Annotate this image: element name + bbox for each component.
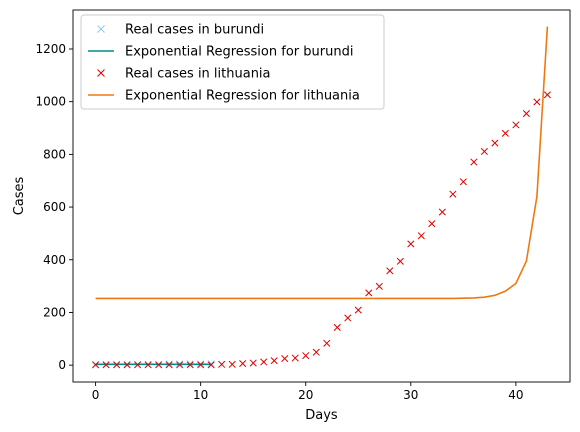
y-tick-label: 600 <box>43 200 66 214</box>
data-point <box>417 232 425 240</box>
data-point <box>197 361 205 369</box>
data-point <box>459 178 467 186</box>
y-tick-label: 1000 <box>35 95 66 109</box>
data-point <box>260 358 268 366</box>
legend-box <box>80 14 385 110</box>
data-point <box>186 361 194 369</box>
x-tick-label: 20 <box>298 388 313 402</box>
data-point <box>270 357 278 365</box>
legend-item-2: Real cases in lithuania <box>97 67 271 82</box>
data-point <box>354 306 362 314</box>
data-point <box>144 361 152 369</box>
x-axis-label: Days <box>305 408 338 423</box>
x-tick-label: 40 <box>508 388 523 402</box>
data-point <box>365 289 373 297</box>
data-point <box>249 359 257 367</box>
data-point <box>218 360 226 368</box>
data-point <box>449 190 457 198</box>
data-point <box>113 361 121 369</box>
data-point <box>543 91 551 99</box>
x-tick-label: 30 <box>403 388 418 402</box>
x-tick-label: 10 <box>193 388 208 402</box>
data-point <box>533 98 541 106</box>
legend-label: Real cases in burundi <box>125 23 264 38</box>
data-point <box>470 158 478 166</box>
legend-label: Real cases in lithuania <box>125 67 271 82</box>
data-point <box>165 361 173 369</box>
data-point <box>491 139 499 147</box>
data-point <box>155 361 163 369</box>
x-axis-ticks: 0 10 20 30 40 <box>92 382 524 402</box>
data-point <box>522 109 530 118</box>
data-point <box>312 348 320 356</box>
data-point <box>291 354 299 362</box>
data-point <box>375 282 383 290</box>
y-tick-label: 800 <box>43 147 66 161</box>
data-point <box>302 352 310 360</box>
y-tick-label: 200 <box>43 305 66 319</box>
data-point <box>323 339 331 347</box>
data-point <box>134 361 142 369</box>
y-tick-label: 1200 <box>35 42 66 56</box>
data-point <box>281 354 289 363</box>
data-point <box>407 240 415 248</box>
y-tick-label: 400 <box>43 253 66 267</box>
data-point <box>102 361 110 369</box>
data-point <box>207 360 215 368</box>
data-point <box>333 323 341 332</box>
x-tick-label: 0 <box>92 388 100 402</box>
y-tick-label: 0 <box>58 358 66 372</box>
legend-item-1: Exponential Regression for burundi <box>88 45 353 60</box>
y-axis-ticks: 0 200 400 600 800 1000 1200 <box>35 42 73 372</box>
series-line-3 <box>95 26 549 300</box>
data-point <box>207 361 215 369</box>
legend-marker-swatch <box>97 25 105 33</box>
data-point <box>92 361 100 369</box>
y-axis-label: Cases <box>12 176 27 215</box>
legend-label: Exponential Regression for lithuania <box>125 89 360 104</box>
data-point <box>344 314 352 322</box>
data-point <box>123 361 131 369</box>
data-point <box>438 208 446 216</box>
legend-label: Exponential Regression for burundi <box>125 45 353 60</box>
legend: Real cases in burundi Exponential Regress… <box>80 14 385 110</box>
data-point <box>501 129 509 137</box>
data-point <box>512 121 520 129</box>
data-point <box>480 147 488 156</box>
data-point <box>428 220 436 228</box>
legend-item-0: Real cases in burundi <box>97 23 264 38</box>
data-point <box>396 257 404 265</box>
plot-marks <box>92 26 551 369</box>
legend-marker-swatch <box>97 69 105 77</box>
data-point <box>176 361 184 369</box>
data-point <box>386 267 394 275</box>
legend-item-3: Exponential Regression for lithuania <box>88 89 360 104</box>
plot-frame <box>72 9 571 383</box>
data-point <box>228 360 236 368</box>
series-points-2 <box>92 91 551 369</box>
data-point <box>239 360 247 368</box>
